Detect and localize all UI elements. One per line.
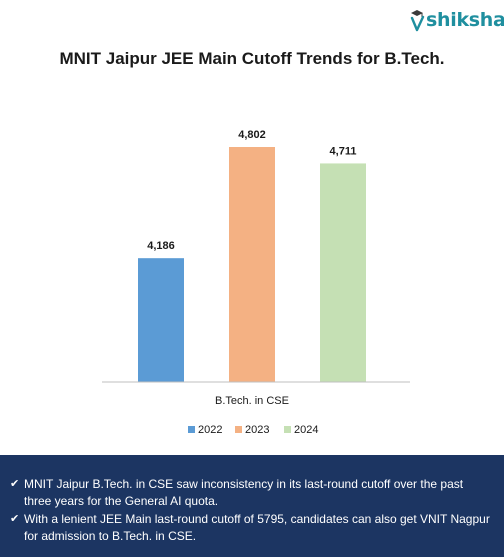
- note-item: ✔ MNIT Jaipur B.Tech. in CSE saw inconsi…: [10, 476, 490, 510]
- bar-2024: [320, 163, 366, 382]
- data-label-2022: 4,186: [147, 240, 175, 252]
- checkmark-icon: ✔: [10, 513, 20, 525]
- notes-panel: ✔ MNIT Jaipur B.Tech. in CSE saw inconsi…: [0, 455, 504, 557]
- checkmark-icon: ✔: [10, 478, 20, 490]
- legend-label-2023: 2023: [245, 424, 269, 436]
- bar-2022: [138, 258, 184, 382]
- data-label-2024: 4,711: [330, 145, 357, 157]
- bar-2023: [229, 147, 275, 382]
- shiksha-logo: shiksha: [409, 8, 504, 32]
- legend-label-2022: 2022: [198, 424, 222, 436]
- note-item: ✔ With a lenient JEE Main last-round cut…: [10, 511, 490, 545]
- legend-swatch-2022: [188, 426, 195, 433]
- note-text: With a lenient JEE Main last-round cutof…: [24, 512, 490, 543]
- graduation-cap-icon: [410, 10, 425, 32]
- chart-title: MNIT Jaipur JEE Main Cutoff Trends for B…: [59, 49, 445, 68]
- brand-name: shiksha: [426, 9, 504, 31]
- x-tick-label: B.Tech. in CSE: [215, 395, 289, 407]
- legend-swatch-2023: [235, 426, 242, 433]
- note-text: MNIT Jaipur B.Tech. in CSE saw inconsist…: [24, 477, 464, 508]
- bar-chart: 4,186 4,802 4,711 B.Tech. in CSE 2022 2023 202…: [102, 129, 410, 436]
- legend-label-2024: 2024: [294, 424, 318, 436]
- data-label-2023: 4,802: [238, 129, 266, 141]
- legend-swatch-2024: [284, 426, 291, 433]
